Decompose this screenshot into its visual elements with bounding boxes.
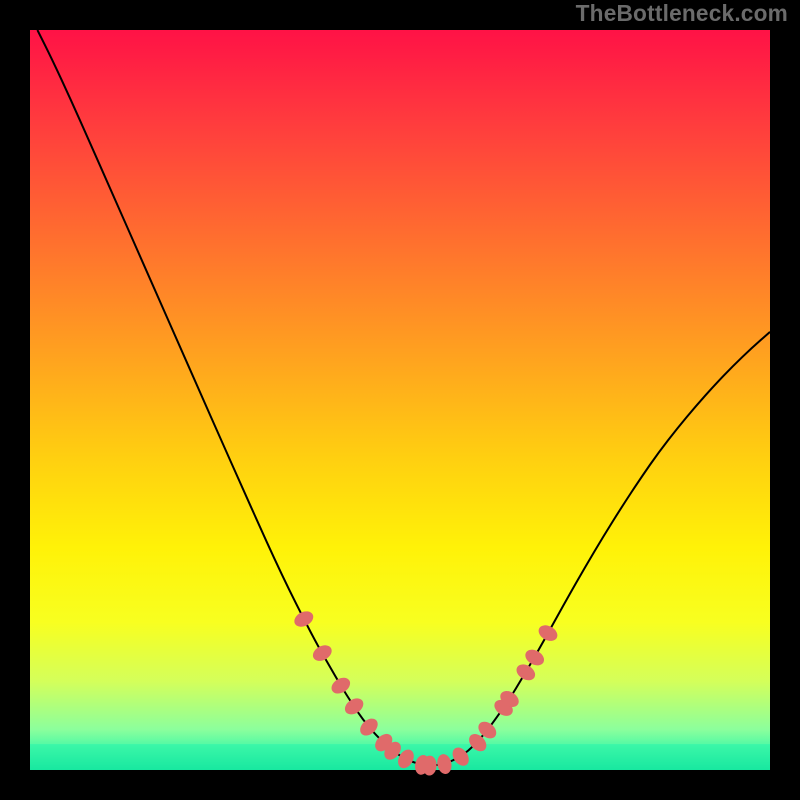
- plot-background: [30, 30, 770, 770]
- watermark-text: TheBottleneck.com: [576, 0, 788, 27]
- screenshot-root: TheBottleneck.com: [0, 0, 800, 800]
- bottleneck-chart: [0, 0, 800, 800]
